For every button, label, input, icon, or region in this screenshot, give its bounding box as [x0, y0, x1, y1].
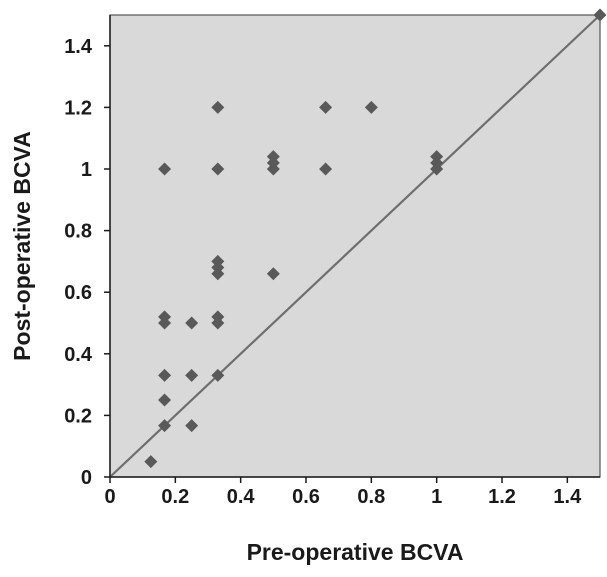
- x-tick-label: 1.4: [553, 486, 582, 508]
- y-tick-label: 0.6: [64, 282, 92, 304]
- y-tick-label: 0.8: [64, 221, 92, 243]
- data-point: [211, 100, 225, 114]
- x-tick-label: 1.2: [488, 486, 516, 508]
- data-point: [266, 150, 280, 164]
- x-tick-label: 0: [104, 486, 115, 508]
- reference-line-layer: [109, 14, 601, 478]
- data-point: [158, 393, 172, 407]
- y-tick-label: 1: [81, 159, 92, 181]
- data-points: [144, 8, 607, 469]
- x-axis-title: Pre-operative BCVA: [247, 539, 464, 565]
- data-point: [211, 254, 225, 268]
- data-point: [158, 310, 172, 324]
- y-tick-label: 0.4: [64, 344, 93, 366]
- x-tick-label: 0.6: [292, 486, 320, 508]
- data-point: [211, 310, 225, 324]
- data-point: [185, 368, 199, 382]
- x-tick-label: 1: [431, 486, 442, 508]
- y-tick-label: 1.4: [64, 36, 93, 58]
- data-point: [144, 455, 158, 469]
- identity-reference-line: [109, 14, 601, 478]
- data-point: [185, 419, 199, 433]
- y-tick-label: 0.2: [64, 405, 92, 427]
- data-point: [364, 100, 378, 114]
- data-point: [211, 162, 225, 176]
- y-axis-title: Post-operative BCVA: [9, 131, 35, 361]
- y-tick-label: 0: [81, 467, 92, 489]
- data-point: [430, 150, 444, 164]
- data-point: [593, 8, 607, 22]
- data-point: [211, 368, 225, 382]
- y-tick-label: 1.2: [64, 97, 92, 119]
- data-point: [158, 368, 172, 382]
- x-tick-label: 0.4: [227, 486, 256, 508]
- data-point: [185, 316, 199, 330]
- x-tick-label: 0.2: [161, 486, 189, 508]
- data-point: [319, 162, 333, 176]
- x-tick-label: 0.8: [357, 486, 385, 508]
- data-point: [158, 419, 172, 433]
- data-point: [319, 100, 333, 114]
- data-point: [266, 267, 280, 281]
- axes: [109, 15, 600, 478]
- ticks: 0 0.2 0.4 0.6 0.8 1 1.2 1.4 0 0.2 0.4 0.6 0.8 1 1.2 1.4: [64, 36, 582, 508]
- data-point: [158, 162, 172, 176]
